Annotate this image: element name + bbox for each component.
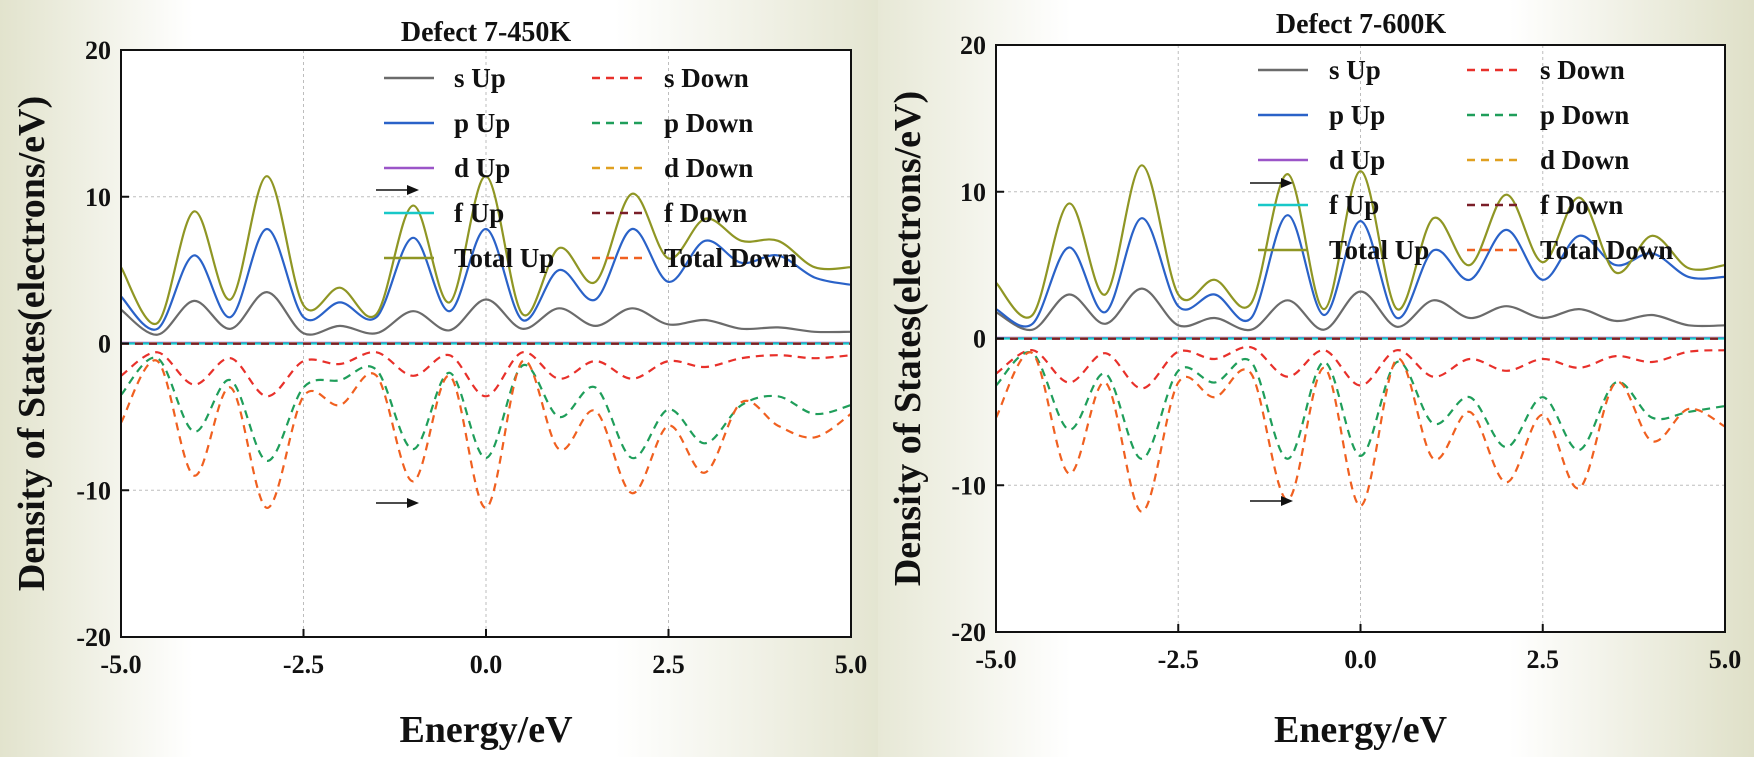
legend-label-d-down: d Down — [1540, 145, 1629, 175]
x-tick-label: -2.5 — [283, 650, 324, 679]
y-axis-label: Density of States(electrons/eV) — [11, 96, 53, 591]
series-line-s-down — [995, 345, 1726, 390]
y-tick-label: 10 — [85, 183, 111, 212]
chart-panel-2: -5.0 -2.5 0.0 2.5 5.0 -20 -10 0 10 20 Defect 7-600… — [887, 9, 1741, 751]
series-line-total-down — [120, 359, 852, 510]
y-tick-label: 0 — [98, 330, 111, 359]
legend-label-p-down: p Down — [1540, 100, 1629, 130]
y-tick-label: -10 — [76, 476, 111, 505]
series-line-s-up — [995, 287, 1726, 332]
legend-label-s-up: s Up — [454, 63, 506, 93]
legend-label-d-up: d Up — [454, 153, 510, 183]
legend-label-f-up: f Up — [454, 198, 504, 228]
x-axis-label: Energy/eV — [1274, 709, 1448, 751]
legend-label-f-down: f Down — [664, 198, 747, 228]
chart-panel-1: -5.0 -2.5 0.0 2.5 5.0 -20 -10 0 10 20 Defect 7-450… — [11, 17, 867, 751]
legend: s Up s Down p Up p Down d Up d Down f Up f Down… — [1258, 55, 1673, 265]
x-tick-label: -2.5 — [1158, 645, 1199, 674]
legend-label-total-down: Total Down — [664, 243, 797, 273]
x-axis-label: Energy/eV — [399, 709, 573, 751]
chart-title: Defect 7-600K — [1276, 9, 1446, 40]
x-tick-label: 2.5 — [1527, 645, 1560, 674]
legend-label-total-down: Total Down — [1540, 235, 1673, 265]
legend-label-p-up: p Up — [1329, 100, 1385, 130]
legend-label-d-up: d Up — [1329, 145, 1385, 175]
legend-label-p-up: p Up — [454, 108, 510, 138]
chart-title: Defect 7-450K — [401, 17, 571, 48]
series-line-total-up — [120, 175, 852, 326]
legend-label-s-down: s Down — [664, 63, 749, 93]
arrow-icon — [376, 498, 419, 508]
legend: s Up s Down p Up p Down d Up d Down f Up f Down… — [384, 63, 797, 273]
legend-label-total-up: Total Up — [1329, 235, 1429, 265]
series-line-s-up — [120, 290, 852, 336]
arrow-icon — [376, 185, 419, 195]
y-tick-label: -20 — [76, 623, 111, 652]
y-tick-label: -10 — [951, 471, 986, 500]
legend-label-f-up: f Up — [1329, 190, 1379, 220]
x-tick-label: 2.5 — [652, 650, 685, 679]
series-line-total-down — [995, 351, 1726, 513]
series-line-p-up — [995, 214, 1726, 328]
legend-label-s-down: s Down — [1540, 55, 1625, 85]
y-tick-label: -20 — [951, 618, 986, 647]
series-line-s-down — [120, 351, 852, 398]
series-line-p-up — [120, 227, 852, 331]
x-tick-label: 0.0 — [470, 650, 503, 679]
y-axis-label: Density of States(electrons/eV) — [887, 91, 929, 586]
x-tick-label: -5.0 — [975, 645, 1016, 674]
legend-label-total-up: Total Up — [454, 243, 554, 273]
arrow-icon — [1250, 496, 1293, 506]
y-tick-label: 20 — [85, 36, 111, 65]
x-tick-label: -5.0 — [100, 650, 141, 679]
legend-label-d-down: d Down — [664, 153, 753, 183]
series-line-p-down — [995, 351, 1726, 460]
legend-label-f-down: f Down — [1540, 190, 1623, 220]
y-tick-label: 10 — [960, 178, 986, 207]
x-tick-label: 5.0 — [1709, 645, 1742, 674]
y-tick-label: 0 — [973, 325, 986, 354]
legend-label-s-up: s Up — [1329, 55, 1381, 85]
x-tick-label: 5.0 — [835, 650, 868, 679]
series-line-total-up — [995, 164, 1726, 319]
arrow-icon — [1250, 178, 1293, 188]
legend-label-p-down: p Down — [664, 108, 753, 138]
x-tick-label: 0.0 — [1344, 645, 1377, 674]
y-tick-label: 20 — [960, 31, 986, 60]
